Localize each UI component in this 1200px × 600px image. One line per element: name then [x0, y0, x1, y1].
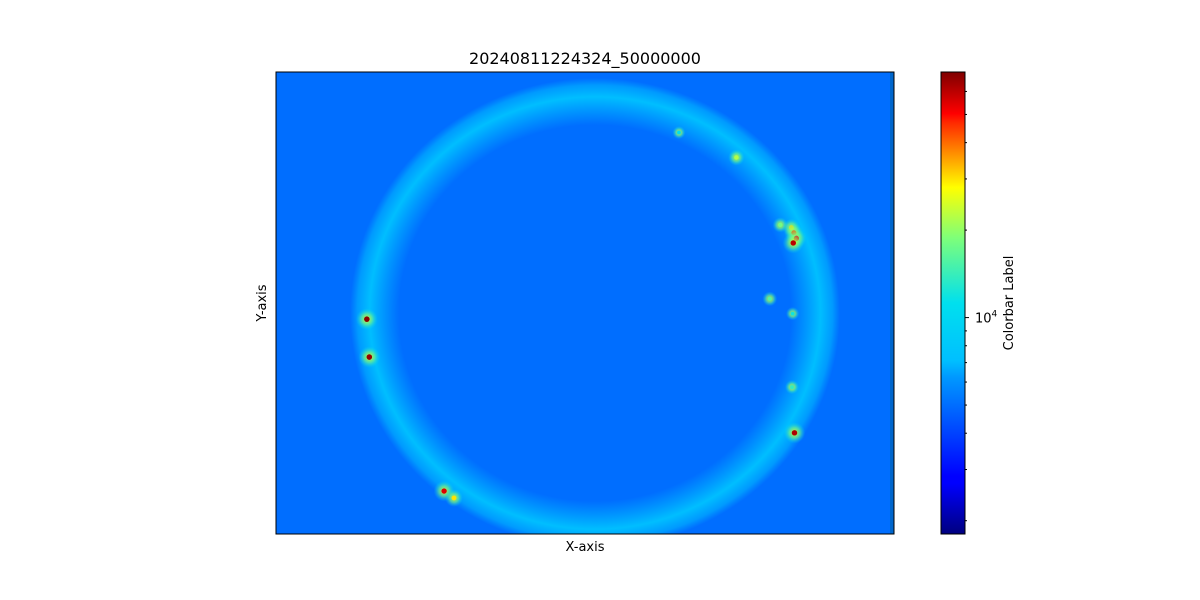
source-core	[364, 316, 370, 322]
source-core	[366, 354, 373, 360]
source-core	[778, 222, 783, 228]
colorbar-tick-label-major: 104	[975, 310, 998, 327]
source-core	[734, 155, 739, 160]
right-edge-strip	[890, 72, 894, 534]
source-core	[767, 296, 772, 301]
source-core	[451, 495, 457, 501]
source-core	[441, 488, 447, 494]
x-axis-label: X-axis	[566, 540, 605, 555]
colorbar-label: Colorbar Label	[1002, 256, 1017, 351]
bright-source	[784, 380, 800, 395]
y-axis-label: Y-axis	[255, 284, 270, 322]
bright-source	[728, 149, 745, 166]
source-core	[790, 240, 796, 246]
chart-title: 20240811224324_50000000	[469, 49, 701, 69]
plot-frame	[275, 71, 895, 535]
colorbar-ticks	[965, 90, 969, 522]
source-core	[791, 430, 798, 436]
colorbar-frame	[940, 71, 966, 535]
bright-source	[785, 306, 800, 321]
source-core	[677, 130, 681, 135]
bright-sources	[355, 126, 807, 507]
colorbar-gradient	[941, 72, 965, 534]
heatmap-plot-area	[276, 72, 894, 534]
bright-source	[445, 489, 463, 507]
bright-source	[762, 291, 778, 307]
bright-source	[783, 422, 806, 444]
bright-source	[782, 232, 804, 254]
bright-source	[355, 308, 378, 331]
source-core	[790, 385, 795, 390]
bright-source	[358, 346, 381, 368]
lens-ring	[350, 78, 840, 534]
source-core	[790, 311, 795, 316]
colorbar: 104 Colorbar Label	[940, 71, 1017, 535]
bright-source	[672, 126, 686, 139]
